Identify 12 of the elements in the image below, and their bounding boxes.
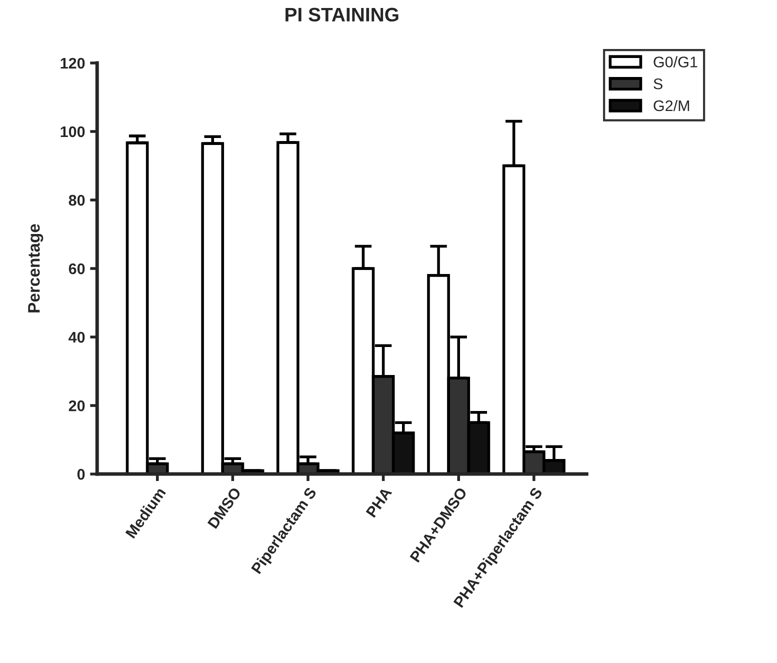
y-tick-label: 0 [77, 468, 85, 480]
y-tick-label: 60 [68, 263, 85, 274]
y-tick-label: 20 [68, 400, 85, 412]
y-axis-title: Percentage [28, 224, 44, 312]
y-tick-label: 100 [60, 126, 85, 138]
legend-label: S [654, 78, 662, 90]
chart-title: PI STAINING [286, 8, 398, 22]
legend-label: G0/G1 [654, 56, 698, 68]
y-tick-label: 80 [68, 194, 85, 206]
y-tick-label: 40 [68, 332, 85, 343]
legend-label: G2/M [654, 100, 690, 112]
y-tick-label: 120 [60, 58, 85, 69]
